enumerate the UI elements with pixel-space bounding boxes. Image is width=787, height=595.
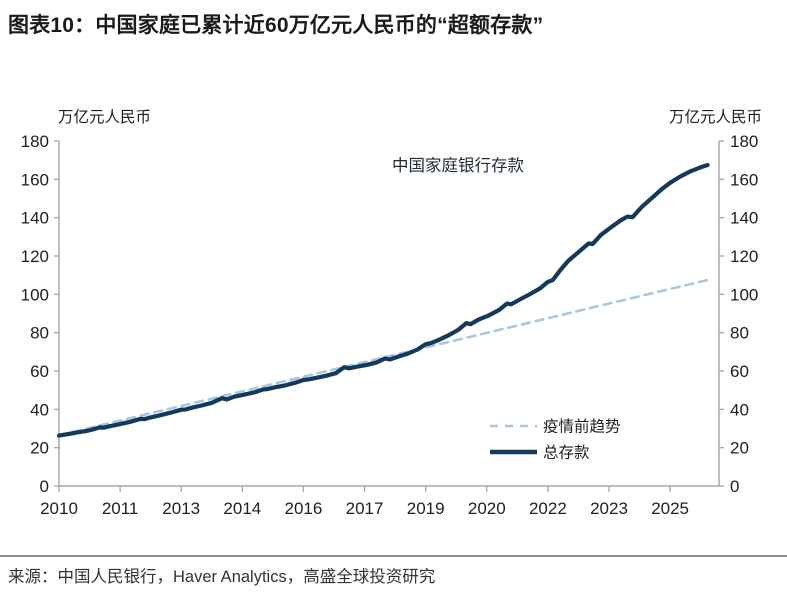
y-tick-label-right: 60 xyxy=(730,362,749,381)
y-tick-label-right: 100 xyxy=(730,285,758,304)
legend-label-pre-pandemic-trend: 疫情前趋势 xyxy=(543,418,621,436)
y-tick-label-right: 160 xyxy=(730,170,758,189)
y-tick-label-left: 160 xyxy=(21,170,49,189)
x-tick-label: 2013 xyxy=(162,499,200,518)
x-tick-label: 2010 xyxy=(40,499,78,518)
footer-divider xyxy=(0,555,787,557)
y-tick-label-left: 60 xyxy=(30,362,49,381)
x-tick-label: 2011 xyxy=(102,499,139,518)
x-tick-label: 2019 xyxy=(407,499,445,518)
x-tick-label: 2025 xyxy=(651,499,689,518)
y-tick-label-right: 40 xyxy=(730,400,749,419)
y-tick-label-left: 180 xyxy=(21,132,49,151)
y-tick-label-right: 80 xyxy=(730,324,749,343)
y-tick-label-left: 40 xyxy=(30,400,49,419)
x-tick-label: 2020 xyxy=(468,499,506,518)
y-tick-label-left: 120 xyxy=(21,247,49,266)
unit-label-right: 万亿元人民币 xyxy=(669,108,762,126)
source-note: 来源：中国人民银行，Haver Analytics，高盛全球投资研究 xyxy=(8,568,436,586)
x-tick-label: 2022 xyxy=(529,499,567,518)
x-tick-label: 2017 xyxy=(346,499,384,518)
chart-annotation: 中国家庭银行存款 xyxy=(392,156,525,175)
y-tick-label-left: 100 xyxy=(21,285,49,304)
x-tick-label: 2023 xyxy=(590,499,628,518)
y-tick-label-right: 180 xyxy=(730,132,758,151)
y-tick-label-right: 140 xyxy=(730,209,758,228)
y-tick-label-right: 20 xyxy=(730,439,749,458)
y-tick-label-left: 140 xyxy=(21,209,49,228)
y-tick-label-right: 0 xyxy=(730,477,739,496)
unit-label-left: 万亿元人民币 xyxy=(58,108,151,126)
legend-label-total-deposits: 总存款 xyxy=(543,444,590,462)
exhibit-title: 图表10：中国家庭已累计近60万亿元人民币的“超额存款” xyxy=(8,14,544,37)
y-tick-label-left: 80 xyxy=(30,324,49,343)
y-tick-label-left: 0 xyxy=(40,477,49,496)
x-tick-label: 2014 xyxy=(223,499,261,518)
series-pre-pandemic-trend xyxy=(57,278,709,437)
series-total-deposits xyxy=(56,162,710,438)
y-tick-label-right: 120 xyxy=(730,247,758,266)
y-tick-label-left: 20 xyxy=(30,439,49,458)
x-tick-label: 2016 xyxy=(285,499,323,518)
